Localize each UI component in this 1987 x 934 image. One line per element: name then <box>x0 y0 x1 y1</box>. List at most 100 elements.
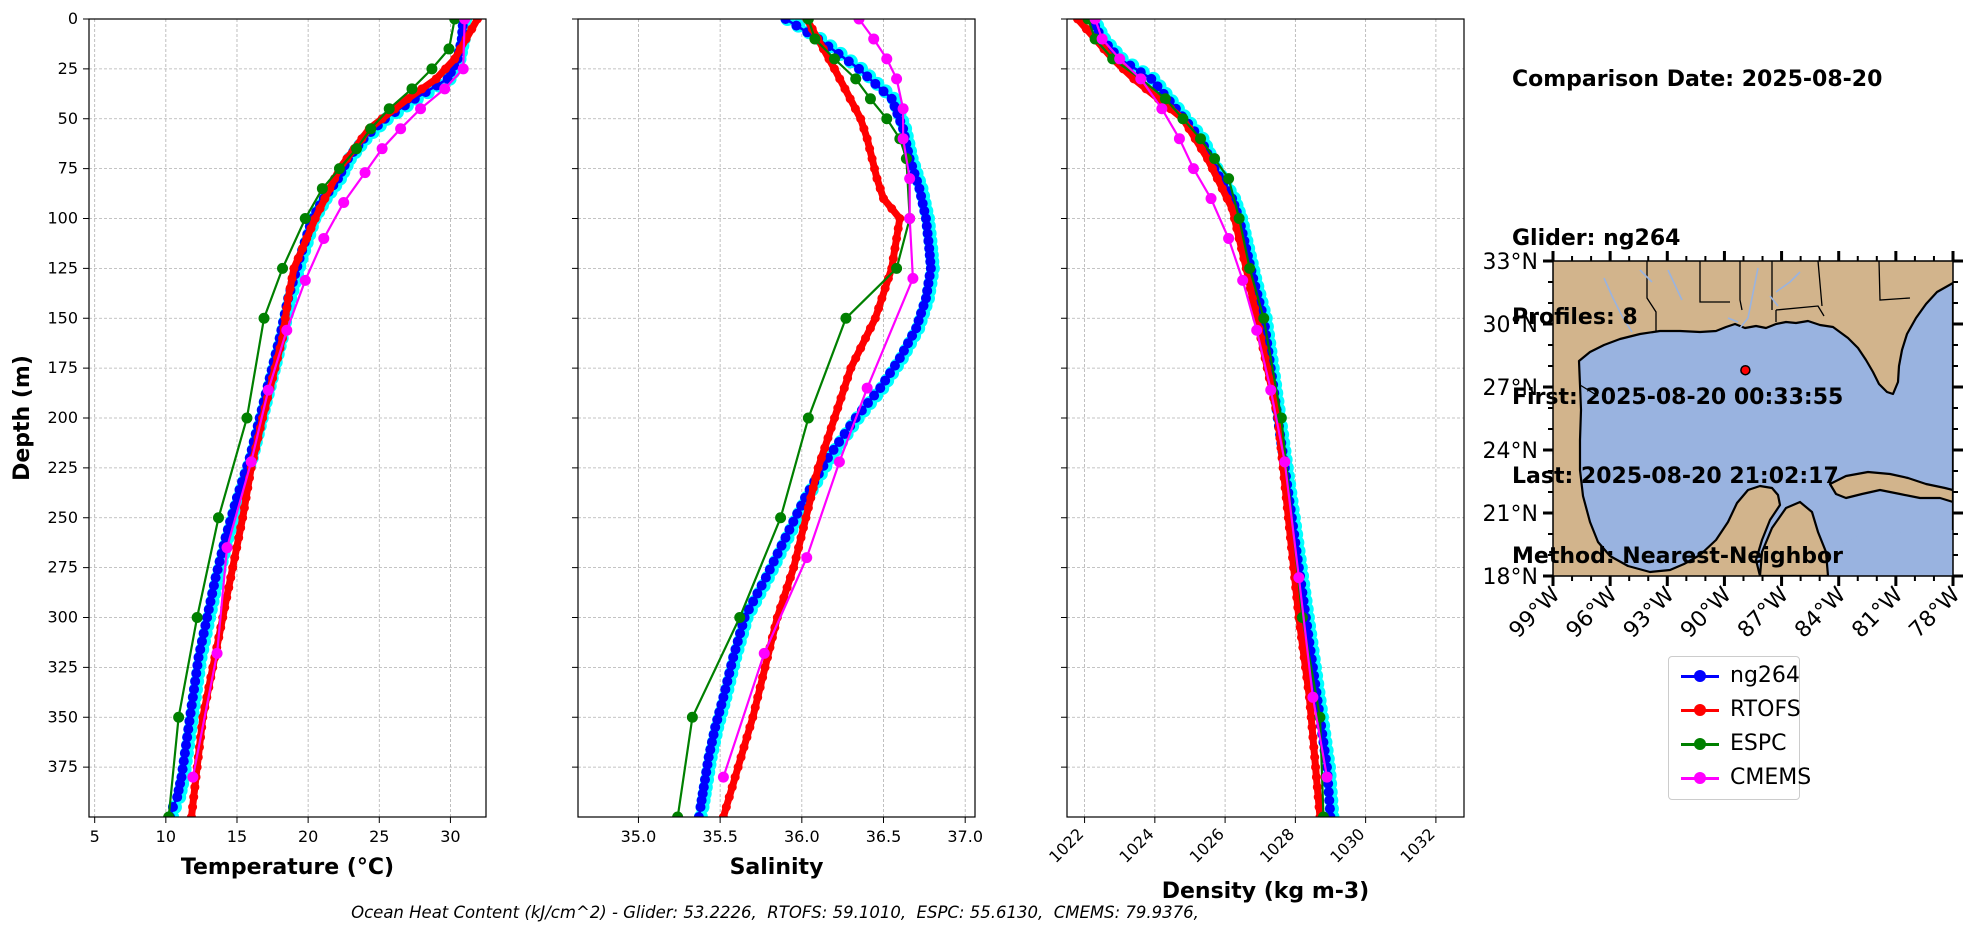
data-point <box>791 20 802 31</box>
data-point <box>258 312 270 324</box>
map-lat-label: 24°N <box>1483 439 1538 464</box>
data-point <box>190 676 201 687</box>
data-point <box>712 714 723 725</box>
x-tick-label: 1022 <box>1045 824 1087 866</box>
data-point <box>190 782 200 792</box>
data-point <box>791 553 801 563</box>
data-point <box>1223 173 1235 185</box>
map-lat-label: 21°N <box>1483 502 1538 527</box>
data-point <box>717 771 729 783</box>
data-point <box>828 444 839 455</box>
y-tick-label: 275 <box>47 558 78 577</box>
interpolation-method: Method: Nearest-Neighbor <box>1512 543 1843 569</box>
x-tick-label: 15 <box>227 827 247 846</box>
data-point <box>200 620 211 631</box>
data-point <box>163 811 175 817</box>
data-point <box>743 604 754 615</box>
data-point <box>1234 233 1244 243</box>
data-point <box>828 53 840 65</box>
data-point <box>768 556 779 567</box>
data-point <box>195 644 206 655</box>
data-point <box>772 548 783 559</box>
data-point <box>891 262 903 274</box>
data-point <box>850 73 862 85</box>
last-profile-time: Last: 2025-08-20 21:02:17 <box>1512 464 1839 489</box>
data-point <box>883 273 893 283</box>
x-tick-label: 35.0 <box>621 827 657 846</box>
data-point <box>801 513 811 523</box>
data-point <box>208 580 219 591</box>
data-point <box>1296 612 1308 623</box>
legend-item-cmems: CMEMS <box>1677 763 1811 793</box>
x-axis-label: Density (kg m-3) <box>1162 879 1370 904</box>
data-point <box>1317 811 1329 817</box>
data-point <box>911 323 922 334</box>
data-point <box>888 253 898 263</box>
data-point <box>1303 682 1313 692</box>
data-point <box>1159 93 1171 105</box>
data-point <box>875 184 885 194</box>
data-point <box>1146 73 1157 84</box>
data-point <box>193 652 204 663</box>
data-point <box>796 533 806 543</box>
data-point <box>245 456 257 468</box>
data-point <box>1258 312 1270 324</box>
data-point <box>1307 722 1317 732</box>
data-point <box>874 303 884 313</box>
data-point <box>865 323 875 333</box>
y-tick-label: 225 <box>47 458 78 477</box>
data-point <box>395 123 407 135</box>
y-tick-label: 300 <box>47 608 78 627</box>
map-yucatan <box>1758 500 1830 576</box>
data-point <box>406 83 418 95</box>
data-point <box>809 33 821 45</box>
data-point <box>732 636 743 647</box>
data-point <box>1251 324 1263 336</box>
map-gulf-water <box>1577 281 1953 576</box>
series-espc <box>163 19 461 817</box>
data-point <box>177 764 188 775</box>
data-point <box>890 243 900 253</box>
data-point <box>859 124 869 134</box>
x-tick-label: 35.5 <box>702 827 738 846</box>
grid <box>89 18 486 817</box>
data-point <box>1250 303 1260 313</box>
map-cuba <box>1828 470 1953 504</box>
data-point <box>299 274 311 286</box>
data-point <box>894 353 905 364</box>
data-point <box>1323 787 1334 798</box>
data-point <box>1135 73 1147 85</box>
series-line <box>722 19 915 778</box>
data-point <box>359 167 371 179</box>
data-point <box>870 313 880 323</box>
data-point <box>1310 752 1320 762</box>
data-point <box>808 483 818 493</box>
data-point <box>228 563 238 573</box>
data-point <box>789 563 799 573</box>
data-point <box>431 74 441 84</box>
data-point <box>1152 81 1163 92</box>
data-point <box>907 272 919 284</box>
data-point <box>1173 133 1185 145</box>
y-tick-label: 75 <box>58 159 78 178</box>
data-point <box>1295 622 1305 632</box>
data-point <box>829 413 839 423</box>
data-point <box>856 114 866 124</box>
data-point <box>338 197 350 209</box>
data-point <box>1125 60 1136 71</box>
legend-label: CMEMS <box>1730 765 1812 790</box>
legend-marker <box>1694 772 1706 784</box>
data-point <box>839 383 849 393</box>
data-point <box>887 204 897 214</box>
data-point <box>297 243 307 253</box>
map-caribbean-water <box>1828 530 1953 576</box>
data-point <box>734 612 746 623</box>
data-point <box>702 759 713 770</box>
data-point <box>904 213 916 224</box>
data-point <box>179 748 190 759</box>
y-tick-label: 0 <box>68 9 78 28</box>
data-point <box>306 223 316 233</box>
data-point <box>283 293 293 303</box>
temperature-panel: 5 10 15 20 25 3002550751001251501752002252502… <box>10 9 487 880</box>
